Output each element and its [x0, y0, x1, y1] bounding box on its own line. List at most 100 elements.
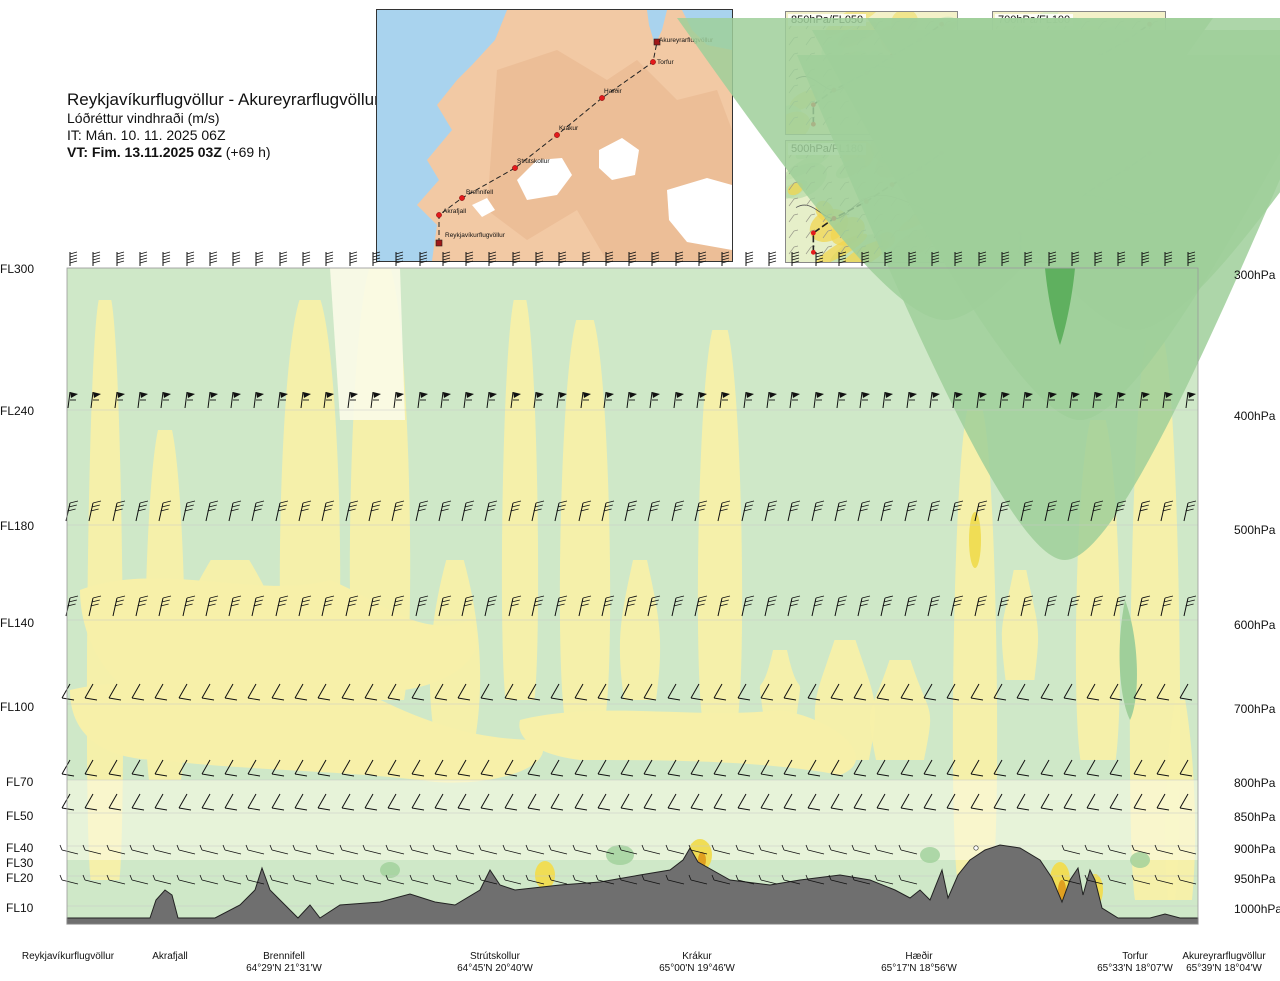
barb-staff [643, 849, 661, 855]
barb-staff [1115, 391, 1119, 409]
barb-staff [713, 793, 723, 809]
wind-barb [1092, 391, 1103, 409]
barb-feather [946, 807, 960, 811]
barb-staff [415, 597, 421, 617]
wind-barb [1183, 500, 1197, 522]
wind-barb [61, 683, 75, 701]
barb-feather [419, 500, 429, 504]
wind-barb [880, 595, 894, 617]
barb-feather [525, 844, 529, 851]
barb-staff [620, 879, 638, 885]
barb-feather [186, 257, 195, 261]
barb-feather [510, 603, 519, 607]
wind-barb [946, 683, 960, 701]
wind-barb [1086, 759, 1100, 777]
barb-feather [139, 254, 148, 258]
barb-staff [970, 759, 980, 775]
barb-feather [745, 257, 754, 261]
barb-staff [737, 793, 747, 809]
wind-barb [391, 500, 405, 522]
wind-barb [768, 251, 777, 266]
barb-feather [976, 508, 985, 512]
barb-feather [737, 807, 751, 811]
level-map-300[interactable]: 300hPa/FL300 [992, 140, 1166, 263]
barb-feather [650, 599, 659, 603]
barb-feather [758, 874, 762, 881]
barb-feather [488, 500, 498, 504]
barb-staff [345, 597, 351, 617]
wind-barb [1187, 251, 1196, 266]
wind-barb [84, 793, 98, 811]
barb-staff [527, 793, 537, 809]
barb-staff [713, 759, 723, 775]
barb-pennant [1025, 392, 1033, 398]
barb-feather [199, 844, 203, 851]
barb-feather [232, 257, 241, 261]
wind-barb [461, 500, 475, 522]
barb-feather [580, 508, 589, 512]
barb-feather [154, 697, 168, 701]
barb-pennant [722, 392, 730, 398]
waypoint-marker [436, 212, 442, 218]
wind-barb [502, 874, 522, 885]
wind-barb [411, 683, 425, 701]
barb-staff [741, 502, 747, 522]
wind-barb [1113, 500, 1127, 522]
level-map-850[interactable]: 850hPa/FL050 [785, 11, 958, 135]
wind-barb [667, 759, 681, 777]
barb-feather [1156, 807, 1170, 811]
wind-barb [550, 793, 564, 811]
wind-barb [325, 251, 334, 266]
level-map-500[interactable]: 500hPa/FL180 [785, 140, 958, 263]
wind-barb [411, 793, 425, 811]
barb-feather [582, 595, 592, 599]
barb-feather [464, 504, 473, 508]
barb-feather [478, 844, 482, 851]
wind-barb [510, 391, 521, 409]
wind-barb [484, 500, 498, 522]
barb-staff [317, 759, 327, 775]
barb-feather [1000, 599, 1009, 603]
barb-staff [853, 879, 871, 885]
hpa-label: 500hPa [1234, 523, 1276, 537]
barb-staff [108, 759, 118, 775]
barb-feather [464, 599, 473, 603]
map-sea [377, 10, 507, 261]
wind-barb [874, 844, 894, 855]
wind-barb [874, 874, 894, 885]
barb-feather [411, 697, 425, 701]
wind-barb [904, 500, 918, 522]
barb-feather [434, 697, 448, 701]
wind-barb [643, 683, 657, 701]
barb-feather [1024, 595, 1034, 599]
barb-staff [294, 759, 304, 775]
barb-staff [182, 502, 188, 522]
barb-feather [463, 603, 472, 607]
barb-feather [954, 500, 964, 504]
barb-staff [900, 793, 910, 809]
barb-feather [1023, 599, 1032, 603]
wind-barb [387, 793, 401, 811]
station-label: Hæðir 65°17'N 18°56'W [881, 951, 957, 974]
barb-feather [1069, 508, 1078, 512]
barb-feather [735, 844, 739, 851]
ascent-region [697, 330, 743, 720]
barb-staff [84, 683, 94, 699]
level-map-700[interactable]: 700hPa/FL100 [992, 11, 1166, 135]
barb-feather [766, 508, 775, 512]
barb-staff [554, 502, 560, 522]
barb-feather [441, 599, 450, 603]
ascent-region [619, 560, 661, 700]
barb-feather [790, 504, 799, 508]
barb-feather [323, 603, 332, 607]
barb-staff [411, 759, 421, 775]
wind-barb [1090, 500, 1104, 522]
barb-staff [247, 683, 257, 699]
barb-feather [201, 697, 215, 701]
route-map[interactable]: Akureyrarflugvöllur Torfur Hæðir Krákur Strú… [376, 9, 733, 262]
barb-feather [137, 508, 146, 512]
barb-staff [626, 391, 630, 409]
wind-barb [158, 595, 172, 617]
wind-barb [525, 874, 545, 885]
barb-staff [61, 683, 71, 699]
